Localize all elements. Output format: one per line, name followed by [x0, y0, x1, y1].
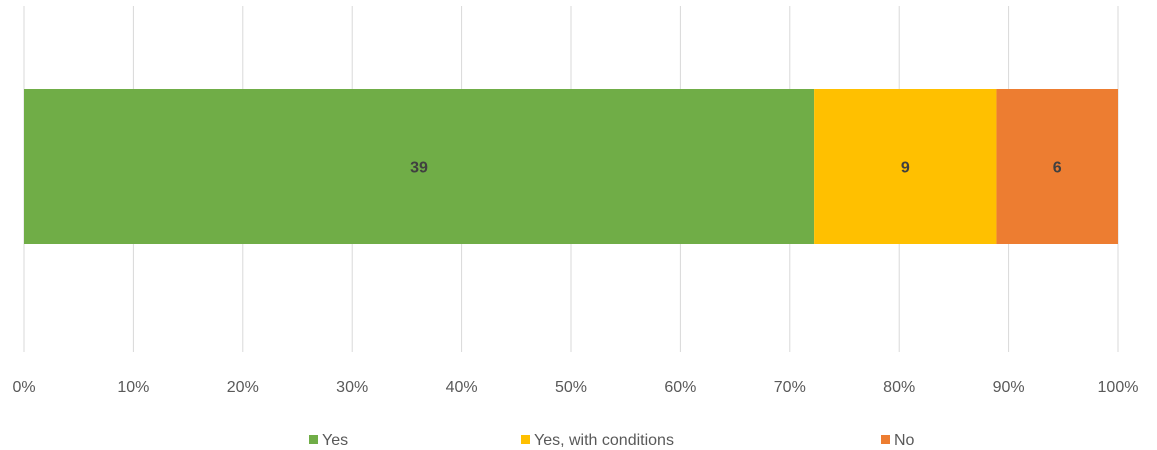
x-tick-label: 100%	[1098, 379, 1139, 396]
data-label: 9	[901, 160, 910, 177]
legend-swatch	[881, 435, 890, 444]
x-tick-label: 60%	[664, 379, 696, 396]
x-tick-label: 70%	[774, 379, 806, 396]
legend-swatch	[521, 435, 530, 444]
x-tick-label: 50%	[555, 379, 587, 396]
bar-segment-no	[996, 89, 1118, 244]
bar-segment-yes	[24, 89, 815, 244]
x-axis-tick-labels: 0% 10% 20% 30% 40% 50% 60% 70% 80% 90% 100%	[12, 379, 1138, 396]
x-tick-label: 20%	[227, 379, 259, 396]
legend: Yes Yes, with conditions No	[309, 432, 915, 449]
x-tick-label: 40%	[446, 379, 478, 396]
data-label: 6	[1053, 160, 1062, 177]
legend-label: Yes, with conditions	[534, 432, 674, 449]
x-tick-label: 80%	[883, 379, 915, 396]
legend-swatch	[309, 435, 318, 444]
x-tick-label: 0%	[12, 379, 35, 396]
legend-label: Yes	[322, 432, 348, 449]
data-label: 39	[410, 160, 428, 177]
bar-segments	[24, 89, 1118, 244]
x-tick-label: 30%	[336, 379, 368, 396]
legend-label: No	[894, 432, 915, 449]
x-tick-label: 10%	[117, 379, 149, 396]
data-labels: 39 9 6	[410, 160, 1062, 177]
bar-segment-yes-with-conditions	[814, 89, 997, 244]
x-tick-label: 90%	[993, 379, 1025, 396]
